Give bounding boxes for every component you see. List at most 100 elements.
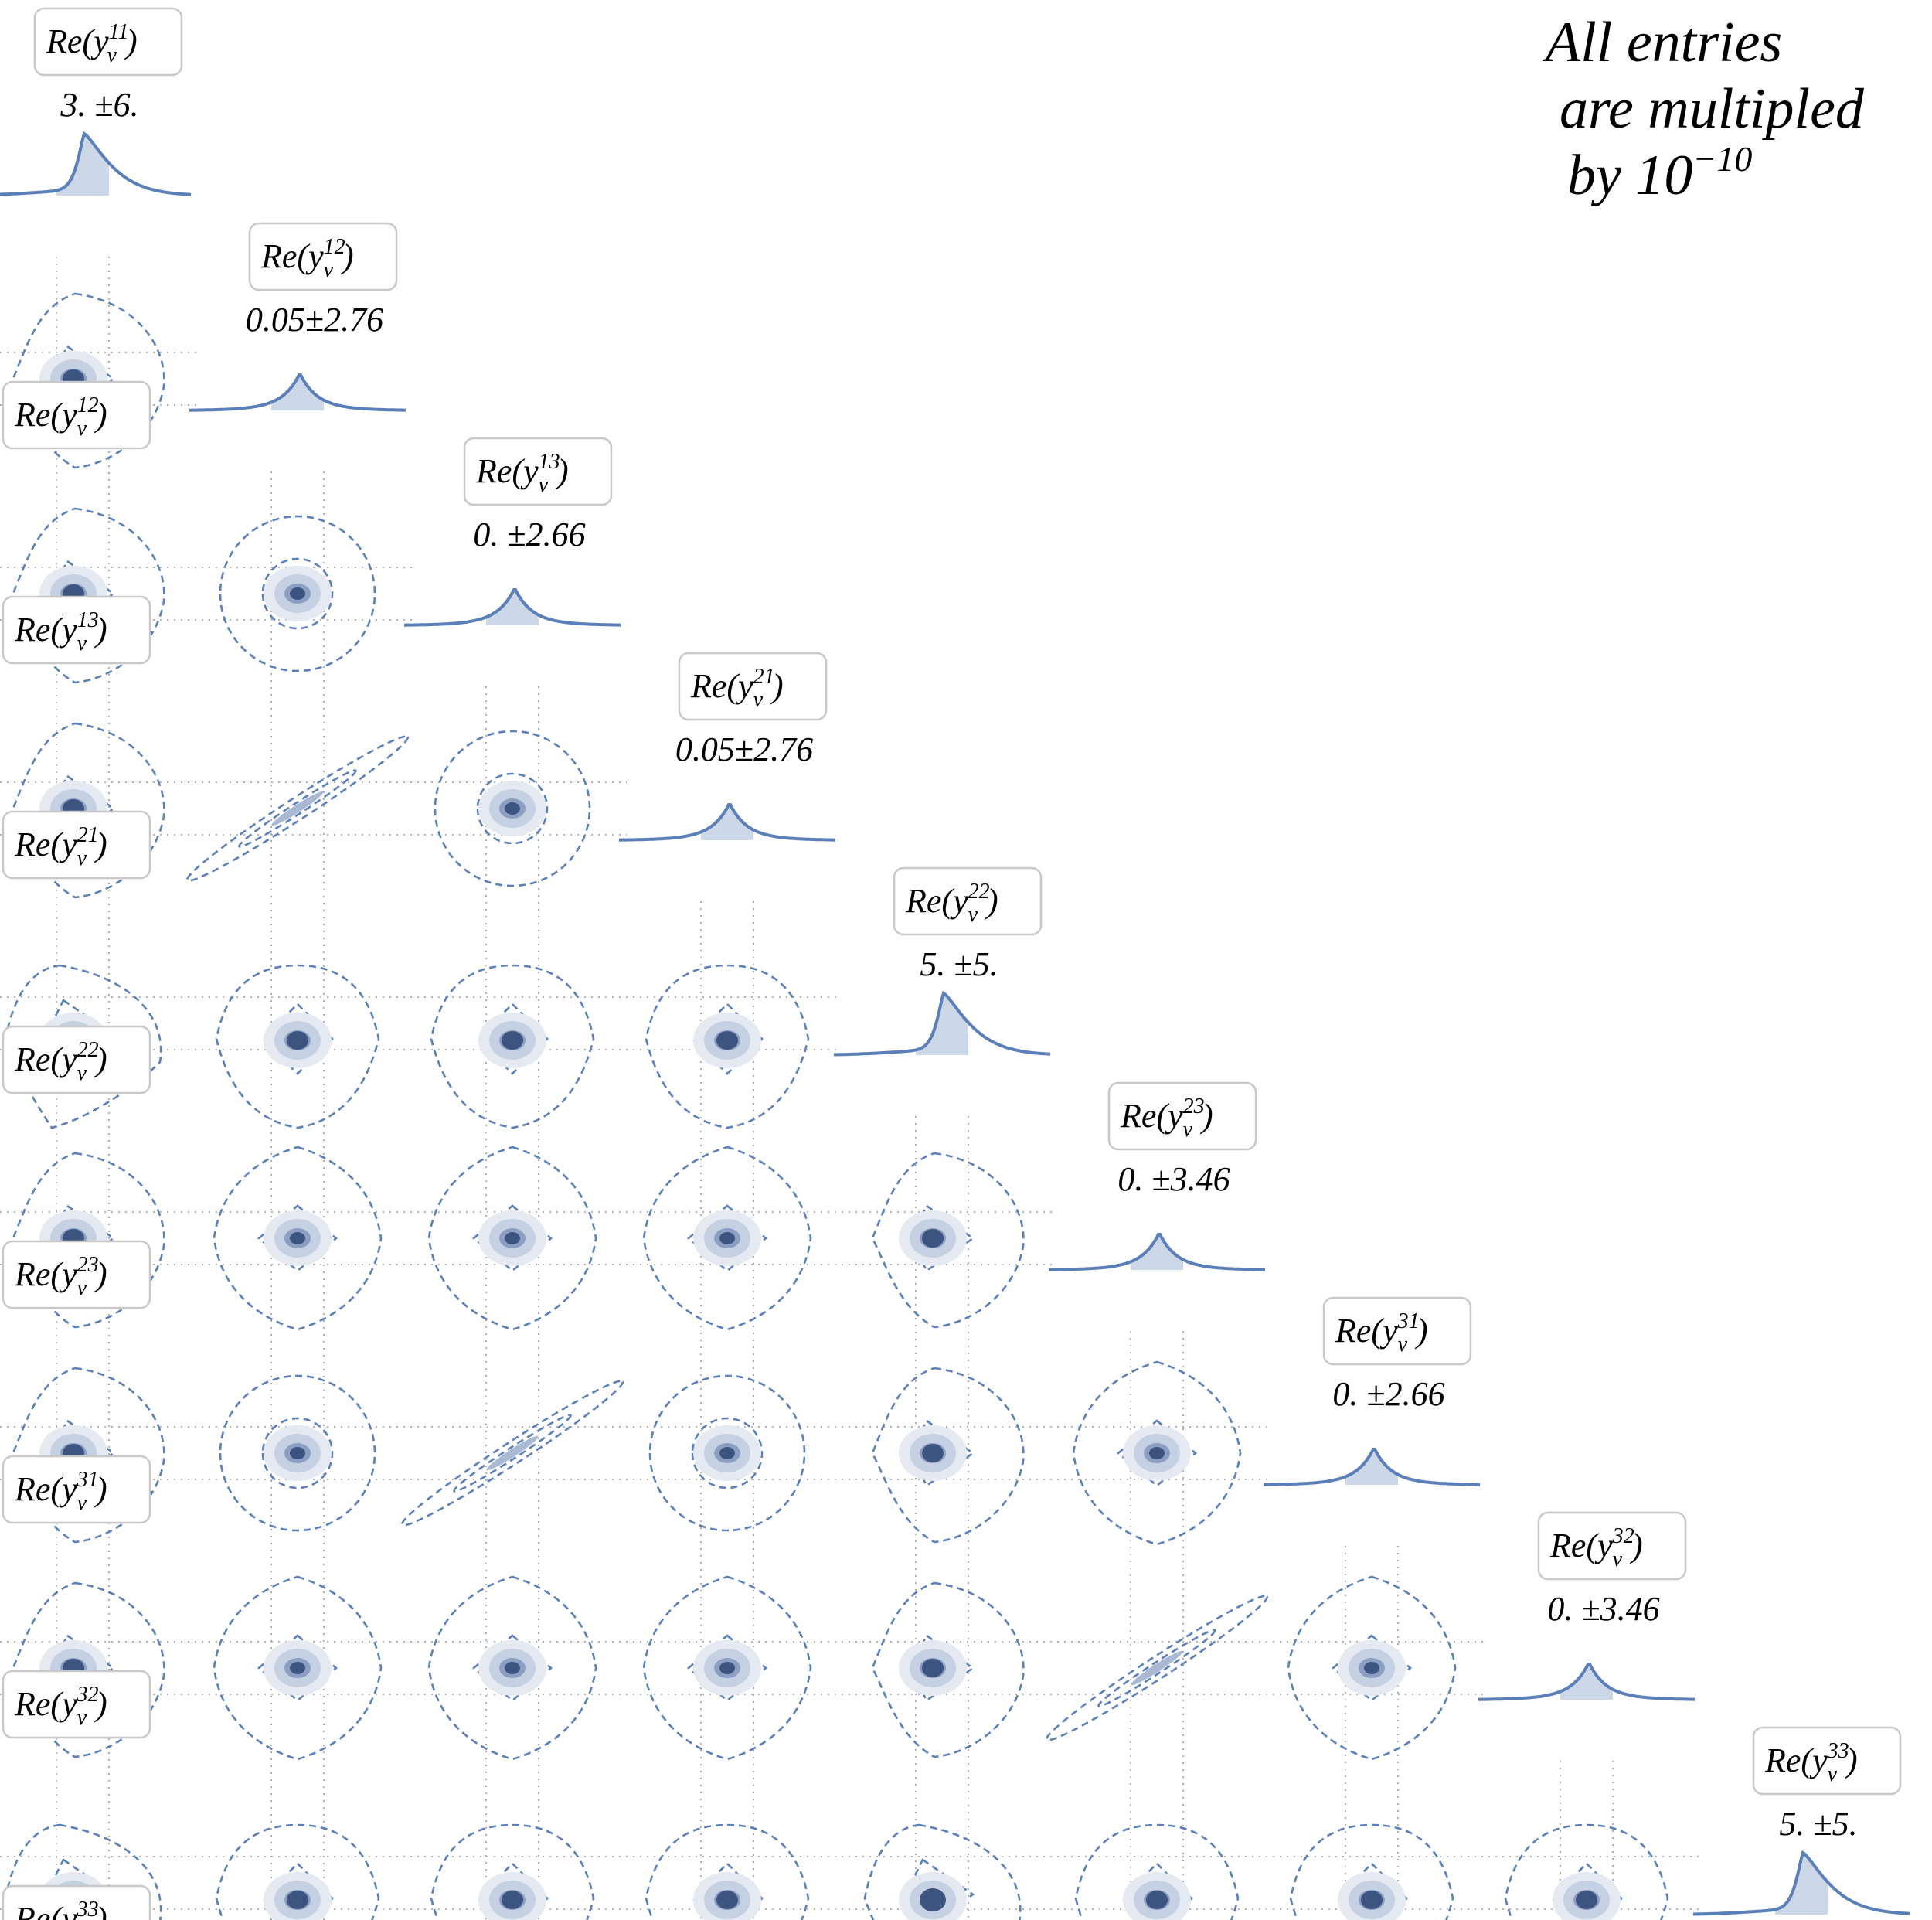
label-superscript: 22 bbox=[968, 880, 990, 904]
label-base: Re( bbox=[46, 22, 95, 60]
label-subscript: ν bbox=[77, 1061, 87, 1085]
label-superscript: 12 bbox=[324, 235, 345, 259]
label-symbol: y bbox=[59, 826, 77, 863]
panel-22-13 bbox=[430, 964, 595, 1129]
contour-outer bbox=[12, 1581, 165, 1758]
contour-inner bbox=[1097, 1629, 1216, 1707]
contour-outer bbox=[12, 722, 165, 899]
contour-outer bbox=[12, 292, 165, 469]
label-top-12-box bbox=[248, 222, 398, 291]
label-close: ) bbox=[555, 452, 569, 490]
marginal-11 bbox=[0, 131, 192, 196]
density-core bbox=[716, 1031, 738, 1050]
marginal-band-12 bbox=[271, 375, 324, 410]
note-exponent: −10 bbox=[1692, 139, 1753, 179]
contour-outer bbox=[4, 964, 162, 1129]
contour-outer bbox=[642, 1146, 812, 1331]
label-row-23-text: Re(y23 ν) bbox=[14, 1253, 107, 1300]
label-top-33-box bbox=[1752, 1726, 1902, 1796]
marginal-band-23 bbox=[1131, 1234, 1183, 1270]
label-close: ) bbox=[94, 1255, 107, 1293]
label-superscript: 33 bbox=[1827, 1739, 1849, 1763]
panel-33-13 bbox=[430, 1823, 595, 1920]
contour-outer bbox=[4, 1823, 162, 1920]
panel-32-22 bbox=[871, 1581, 1025, 1758]
label-top-11: Re(y11 ν) bbox=[33, 7, 183, 77]
density-core bbox=[502, 1031, 523, 1050]
label-row-32: Re(y32 ν) bbox=[2, 1670, 151, 1739]
label-subscript: ν bbox=[77, 631, 87, 655]
contour-outer bbox=[12, 1152, 165, 1329]
marginal-curve-32 bbox=[1478, 1663, 1695, 1701]
marginal-band-32 bbox=[1560, 1664, 1613, 1700]
value-12: 0.05±2.76 bbox=[246, 301, 383, 339]
marginal-13 bbox=[404, 588, 621, 627]
label-subscript: ν bbox=[324, 258, 334, 282]
density-core bbox=[1364, 1662, 1379, 1674]
label-close: ) bbox=[94, 1470, 107, 1508]
label-subscript: ν bbox=[77, 1491, 87, 1515]
marginal-curve-11 bbox=[0, 131, 192, 196]
label-close: ) bbox=[94, 1685, 107, 1723]
label-row-32-text: Re(y32 ν) bbox=[14, 1683, 107, 1730]
density-core bbox=[1576, 1891, 1597, 1909]
label-superscript: 31 bbox=[77, 1468, 99, 1492]
panel-32-31 bbox=[1287, 1575, 1457, 1761]
panel-32-21 bbox=[642, 1575, 812, 1761]
label-subscript: ν bbox=[107, 43, 117, 67]
label-close: ) bbox=[94, 1900, 107, 1920]
label-close: ) bbox=[1844, 1741, 1858, 1779]
label-top-12-text: Re(y12 ν) bbox=[260, 235, 354, 282]
panel-23-13 bbox=[427, 1146, 597, 1331]
multiplier-note: All entries are multipled by 10−10 bbox=[1546, 9, 1924, 209]
label-symbol: y bbox=[59, 396, 77, 434]
label-symbol: y bbox=[1594, 1527, 1613, 1564]
contour-outer bbox=[427, 1575, 597, 1761]
label-superscript: 32 bbox=[1612, 1524, 1634, 1548]
label-symbol: y bbox=[59, 1900, 77, 1920]
contour-outer bbox=[12, 1367, 165, 1544]
contour-outer bbox=[871, 1581, 1025, 1758]
density-core bbox=[1146, 1891, 1168, 1909]
density-core bbox=[502, 1891, 523, 1909]
panel-32-23 bbox=[1045, 1595, 1269, 1741]
label-row-13-text: Re(y13 ν) bbox=[14, 608, 107, 655]
label-row-23-box bbox=[2, 1240, 151, 1309]
panel-31-23 bbox=[1072, 1360, 1242, 1546]
contour-outer bbox=[648, 1374, 806, 1532]
panel-21-12 bbox=[185, 735, 410, 882]
label-subscript: ν bbox=[753, 688, 764, 712]
value-31: 0. ±2.66 bbox=[1332, 1375, 1444, 1413]
panel-31-21 bbox=[648, 1374, 806, 1532]
contour-outer bbox=[1504, 1823, 1669, 1920]
label-row-33-box bbox=[2, 1884, 151, 1920]
contour-outer bbox=[213, 1575, 383, 1761]
panel-33-23 bbox=[1074, 1823, 1240, 1920]
label-superscript: 13 bbox=[77, 608, 99, 632]
contour-outer bbox=[12, 507, 165, 684]
density-core bbox=[922, 1659, 944, 1677]
label-top-12: Re(y12 ν) bbox=[248, 222, 398, 291]
label-subscript: ν bbox=[1398, 1333, 1408, 1357]
contour-outer bbox=[219, 1374, 376, 1532]
label-top-32-box bbox=[1537, 1511, 1687, 1581]
note-prefix: by 10 bbox=[1567, 144, 1693, 207]
label-top-11-text: Re(y11 ν) bbox=[46, 20, 138, 67]
density-core bbox=[922, 1444, 944, 1462]
label-top-31: Re(y31 ν) bbox=[1322, 1296, 1472, 1366]
correlation-ellipses bbox=[400, 1380, 624, 1527]
label-base: Re( bbox=[1549, 1527, 1599, 1564]
label-row-31: Re(y31 ν) bbox=[2, 1455, 151, 1524]
panel-22-12 bbox=[215, 964, 380, 1129]
label-subscript: ν bbox=[968, 903, 978, 927]
label-top-21-text: Re(y21 ν) bbox=[690, 665, 784, 712]
label-subscript: ν bbox=[1183, 1118, 1193, 1142]
label-top-31-text: Re(y31 ν) bbox=[1335, 1309, 1428, 1357]
label-close: ) bbox=[1199, 1097, 1213, 1135]
label-top-23: Re(y23 ν) bbox=[1107, 1081, 1257, 1151]
label-close: ) bbox=[94, 396, 107, 434]
label-top-23-text: Re(y23 ν) bbox=[1120, 1094, 1213, 1142]
label-superscript: 31 bbox=[1397, 1309, 1420, 1333]
marginal-12 bbox=[189, 373, 406, 412]
contour-outer bbox=[1287, 1575, 1457, 1761]
